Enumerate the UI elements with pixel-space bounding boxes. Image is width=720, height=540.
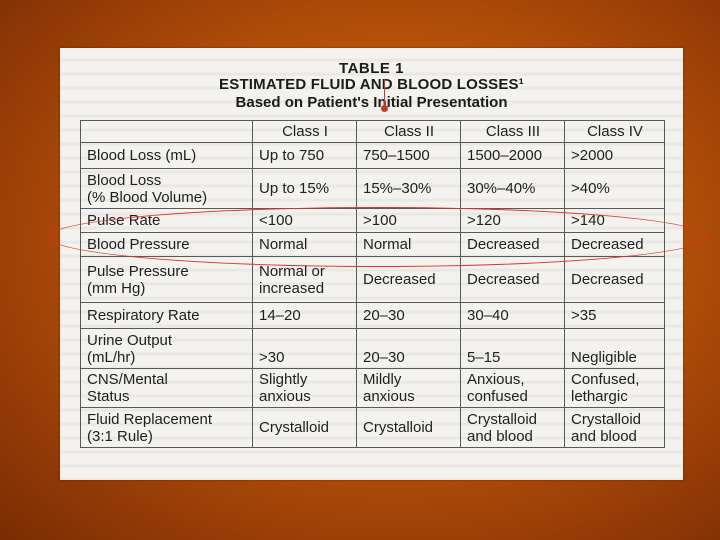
table-subtitle: Based on Patient's Initial Presentation — [235, 94, 508, 111]
table-cell: 5–15 — [460, 328, 565, 369]
column-header: Class II — [356, 120, 461, 143]
row-label: Blood Loss (% Blood Volume) — [80, 168, 253, 209]
table-row: Respiratory Rate 14–20 20–30 30–40 >35 — [80, 302, 665, 329]
table-cell: Crystalloid and blood — [460, 407, 565, 448]
table-cell: 15%–30% — [356, 168, 461, 209]
table-number: TABLE 1 — [339, 60, 404, 77]
table-cell: Up to 15% — [252, 168, 357, 209]
row-label: Fluid Replacement (3:1 Rule) — [80, 407, 253, 448]
table-row: Blood Loss (mL) Up to 750 750–1500 1500–200… — [80, 142, 665, 169]
table-cell: Decreased — [564, 256, 665, 303]
blood-loss-table: Class I Class II Class III Class IV Blood Lo… — [80, 120, 665, 448]
table-row: Urine Output (mL/hr) >30 20–30 5–15 Negligib… — [80, 328, 665, 369]
table-cell: Crystalloid and blood — [564, 407, 665, 448]
table-row: Fluid Replacement (3:1 Rule) Crystalloid C… — [80, 407, 665, 448]
table-cell: 1500–2000 — [460, 142, 565, 169]
highlight-oval — [48, 207, 708, 267]
table-header-row: Class I Class II Class III Class IV — [80, 120, 665, 143]
table-cell: 20–30 — [356, 302, 461, 329]
table-cell: 30%–40% — [460, 168, 565, 209]
table-cell: Confused, lethargic — [564, 368, 665, 408]
table-cell: Crystalloid — [356, 407, 461, 448]
table-cell: 20–30 — [356, 328, 461, 369]
table-cell: >2000 — [564, 142, 665, 169]
table-cell: >35 — [564, 302, 665, 329]
table-cell: >30 — [252, 328, 357, 369]
column-header — [80, 120, 253, 143]
row-label: Blood Loss (mL) — [80, 142, 253, 169]
table-cell: Negligible — [564, 328, 665, 369]
table-cell: 30–40 — [460, 302, 565, 329]
table-row: CNS/Mental Status Slightly anxious Mildly … — [80, 368, 665, 408]
table-cell: 750–1500 — [356, 142, 461, 169]
column-header: Class I — [252, 120, 357, 143]
table-title: ESTIMATED FLUID AND BLOOD LOSSES¹ — [219, 76, 524, 93]
table-cell: Mildly anxious — [356, 368, 461, 408]
pen-marker-line — [384, 79, 385, 107]
table-row: Blood Loss (% Blood Volume) Up to 15% 15%–… — [80, 168, 665, 209]
pen-marker-dot — [381, 105, 388, 112]
table-cell: Slightly anxious — [252, 368, 357, 408]
row-label: CNS/Mental Status — [80, 368, 253, 408]
column-header: Class III — [460, 120, 565, 143]
row-label: Urine Output (mL/hr) — [80, 328, 253, 369]
table-cell: Anxious, confused — [460, 368, 565, 408]
table-cell: 14–20 — [252, 302, 357, 329]
table-cell: Up to 750 — [252, 142, 357, 169]
table-cell: Crystalloid — [252, 407, 357, 448]
row-label: Respiratory Rate — [80, 302, 253, 329]
column-header: Class IV — [564, 120, 665, 143]
table-cell: >40% — [564, 168, 665, 209]
